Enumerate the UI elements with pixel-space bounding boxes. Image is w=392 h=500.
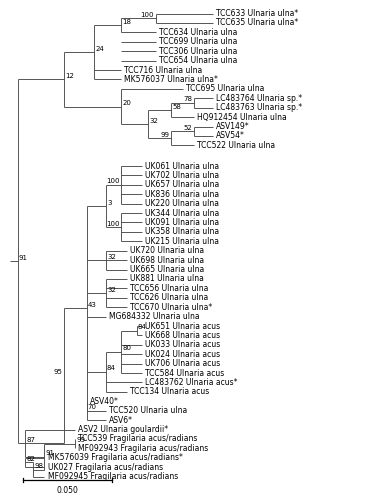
Text: UK215 Ulnaria ulna: UK215 Ulnaria ulna	[145, 237, 220, 246]
Text: UK665 Ulnaria ulna: UK665 Ulnaria ulna	[130, 265, 204, 274]
Text: MF092943 Fragilaria acus/radians: MF092943 Fragilaria acus/radians	[78, 444, 209, 453]
Text: TCC656 Ulnaria ulna: TCC656 Ulnaria ulna	[130, 284, 209, 293]
Text: 43: 43	[88, 302, 97, 308]
Text: 87: 87	[26, 436, 35, 442]
Text: 91: 91	[45, 450, 54, 456]
Text: TCC626 Ulnaria ulna: TCC626 Ulnaria ulna	[130, 294, 208, 302]
Text: 18: 18	[122, 19, 131, 25]
Text: TCC695 Ulnaria ulna: TCC695 Ulnaria ulna	[186, 84, 264, 94]
Text: ASV40*: ASV40*	[90, 397, 119, 406]
Text: ASV54*: ASV54*	[216, 132, 245, 140]
Text: MG684332 Ulnaria ulna: MG684332 Ulnaria ulna	[109, 312, 200, 321]
Text: 0.050: 0.050	[56, 486, 78, 495]
Text: TCC670 Ulnaria ulna*: TCC670 Ulnaria ulna*	[130, 302, 212, 312]
Text: 95: 95	[53, 369, 62, 375]
Text: 100: 100	[141, 12, 154, 18]
Text: TCC699 Ulnaria ulna: TCC699 Ulnaria ulna	[159, 38, 237, 46]
Text: TCC654 Ulnaria ulna: TCC654 Ulnaria ulna	[159, 56, 237, 65]
Text: UK220 Ulnaria ulna: UK220 Ulnaria ulna	[145, 199, 220, 208]
Text: 12: 12	[65, 73, 74, 79]
Text: 32: 32	[107, 286, 116, 292]
Text: UK881 Ulnaria ulna: UK881 Ulnaria ulna	[130, 274, 204, 283]
Text: 32: 32	[107, 254, 116, 260]
Text: UK024 Ulnaria acus: UK024 Ulnaria acus	[145, 350, 220, 358]
Text: 3: 3	[107, 200, 111, 205]
Text: 82: 82	[26, 456, 35, 462]
Text: 32: 32	[149, 118, 158, 124]
Text: UK651 Ulnaria acus: UK651 Ulnaria acus	[145, 322, 220, 330]
Text: MK576037 Ulnaria ulna*: MK576037 Ulnaria ulna*	[124, 75, 218, 84]
Text: TCC306 Ulnaria ulna: TCC306 Ulnaria ulna	[159, 46, 237, 56]
Text: TCC716 Ulnaria ulna: TCC716 Ulnaria ulna	[124, 66, 203, 74]
Text: 99: 99	[76, 437, 85, 443]
Text: UK702 Ulnaria ulna: UK702 Ulnaria ulna	[145, 171, 220, 180]
Text: UK720 Ulnaria ulna: UK720 Ulnaria ulna	[130, 246, 204, 255]
Text: 52: 52	[184, 124, 192, 130]
Text: TCC633 Ulnaria ulna*: TCC633 Ulnaria ulna*	[216, 9, 299, 18]
Text: UK836 Ulnaria ulna: UK836 Ulnaria ulna	[145, 190, 220, 199]
Text: TCC134 Ulnaria acus: TCC134 Ulnaria acus	[130, 388, 209, 396]
Text: UK358 Ulnaria ulna: UK358 Ulnaria ulna	[145, 228, 220, 236]
Text: 20: 20	[122, 100, 131, 106]
Text: LC483762 Ulnaria acus*: LC483762 Ulnaria acus*	[145, 378, 238, 387]
Text: 58: 58	[172, 104, 181, 110]
Text: ASV6*: ASV6*	[109, 416, 133, 424]
Text: UK061 Ulnaria ulna: UK061 Ulnaria ulna	[145, 162, 220, 170]
Text: 24: 24	[96, 46, 104, 52]
Text: 91: 91	[19, 255, 28, 261]
Text: UK698 Ulnaria ulna: UK698 Ulnaria ulna	[130, 256, 204, 264]
Text: 84: 84	[138, 324, 147, 330]
Text: 100: 100	[106, 220, 120, 226]
Text: 98: 98	[34, 463, 43, 469]
Text: 99: 99	[161, 132, 169, 138]
Text: TCC635 Ulnaria ulna*: TCC635 Ulnaria ulna*	[216, 18, 299, 28]
Text: TCC634 Ulnaria ulna: TCC634 Ulnaria ulna	[159, 28, 237, 37]
Text: UK027 Fragilaria acus/radians: UK027 Fragilaria acus/radians	[47, 462, 163, 471]
Text: MF092945 Fragilaria acus/radians: MF092945 Fragilaria acus/radians	[47, 472, 178, 481]
Text: TCC539 Fragilaria acus/radians: TCC539 Fragilaria acus/radians	[78, 434, 198, 444]
Text: MK576039 Fragilaria acus/radians*: MK576039 Fragilaria acus/radians*	[47, 453, 182, 462]
Text: UK706 Ulnaria acus: UK706 Ulnaria acus	[145, 359, 221, 368]
Text: UK344 Ulnaria ulna: UK344 Ulnaria ulna	[145, 208, 220, 218]
Text: 100: 100	[106, 178, 120, 184]
Text: 78: 78	[183, 96, 192, 102]
Text: TCC522 Ulnaria ulna: TCC522 Ulnaria ulna	[197, 141, 275, 150]
Text: ASV2 Ulnaria goulardii*: ASV2 Ulnaria goulardii*	[78, 425, 168, 434]
Text: ASV149*: ASV149*	[216, 122, 250, 131]
Text: UK091 Ulnaria ulna: UK091 Ulnaria ulna	[145, 218, 220, 227]
Text: TCC584 Ulnaria acus: TCC584 Ulnaria acus	[145, 368, 225, 378]
Text: LC483764 Ulnaria sp.*: LC483764 Ulnaria sp.*	[216, 94, 303, 103]
Text: LC483763 Ulnaria sp.*: LC483763 Ulnaria sp.*	[216, 103, 303, 112]
Text: TCC520 Ulnaria ulna: TCC520 Ulnaria ulna	[109, 406, 187, 415]
Text: HQ912454 Ulnaria ulna: HQ912454 Ulnaria ulna	[197, 112, 287, 122]
Text: UK033 Ulnaria acus: UK033 Ulnaria acus	[145, 340, 221, 349]
Text: 70: 70	[88, 404, 97, 410]
Text: UK657 Ulnaria ulna: UK657 Ulnaria ulna	[145, 180, 220, 190]
Text: 84: 84	[107, 366, 116, 372]
Text: UK668 Ulnaria acus: UK668 Ulnaria acus	[145, 331, 220, 340]
Text: 80: 80	[122, 346, 131, 352]
